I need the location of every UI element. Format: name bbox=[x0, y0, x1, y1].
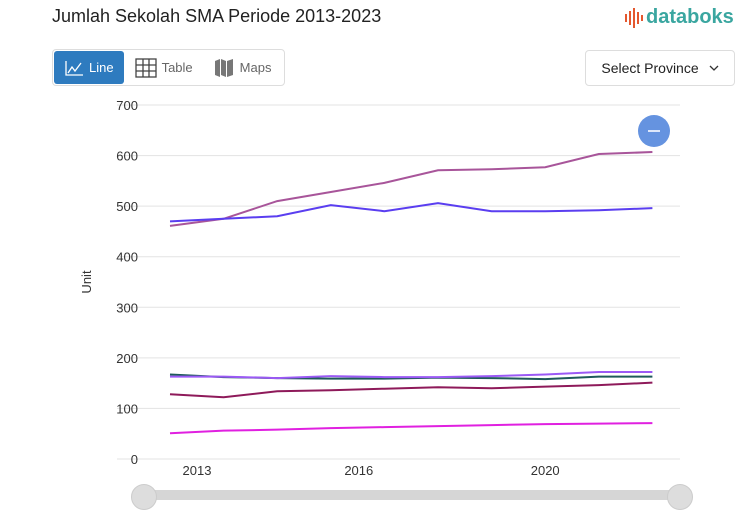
minus-icon bbox=[648, 130, 660, 132]
y-tick-label: 100 bbox=[116, 401, 138, 416]
y-tick-label: 600 bbox=[116, 149, 138, 164]
range-slider-handle-left[interactable] bbox=[131, 484, 157, 510]
map-icon bbox=[214, 58, 233, 77]
tab-line[interactable]: Line bbox=[54, 51, 124, 84]
tab-maps[interactable]: Maps bbox=[203, 50, 282, 85]
range-slider-track[interactable] bbox=[137, 490, 680, 500]
y-tick-label: 300 bbox=[116, 300, 138, 315]
collapse-button[interactable] bbox=[638, 115, 670, 147]
chart-title: Jumlah Sekolah SMA Periode 2013-2023 bbox=[52, 6, 382, 26]
series-line-3 bbox=[170, 371, 653, 380]
province-select-label: Select Province bbox=[601, 60, 699, 76]
chevron-down-icon bbox=[709, 65, 719, 71]
y-tick-label: 200 bbox=[116, 351, 138, 366]
databoks-logo: databoks bbox=[625, 6, 734, 29]
logo-text: databoks bbox=[646, 6, 734, 28]
tab-table-label: Table bbox=[161, 60, 193, 75]
x-tick-label: 2016 bbox=[344, 463, 373, 478]
table-icon bbox=[134, 57, 157, 78]
y-tick-label: 0 bbox=[131, 452, 138, 467]
series-line-0 bbox=[169, 151, 653, 227]
line-chart: 0 100 200 300 400 500 600 700 Unit 2013 2016 2020 bbox=[79, 98, 680, 478]
range-slider-handle-right[interactable] bbox=[667, 484, 693, 510]
series-line-4 bbox=[169, 381, 653, 399]
logo-bars-icon bbox=[625, 7, 643, 28]
y-tick-label: 500 bbox=[116, 199, 138, 214]
y-tick-label: 700 bbox=[116, 98, 138, 113]
tab-table[interactable]: Table bbox=[125, 50, 203, 85]
x-tick-label: 2013 bbox=[183, 463, 212, 478]
y-axis-label: Unit bbox=[79, 270, 94, 294]
x-tick-label: 2020 bbox=[531, 463, 560, 478]
province-select[interactable]: Select Province bbox=[585, 50, 735, 86]
line-chart-icon bbox=[65, 60, 83, 76]
y-tick-label: 400 bbox=[116, 250, 138, 265]
series-line-1 bbox=[169, 202, 653, 223]
series-line-5 bbox=[169, 422, 653, 435]
tab-line-label: Line bbox=[89, 60, 114, 75]
tab-maps-label: Maps bbox=[239, 60, 272, 75]
view-tabs: Line Table Maps bbox=[52, 49, 285, 86]
